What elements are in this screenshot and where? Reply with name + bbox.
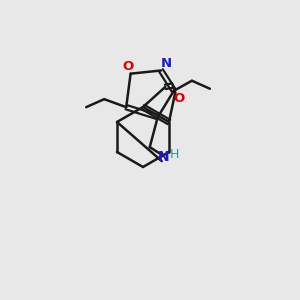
- Text: H: H: [170, 148, 179, 160]
- Text: O: O: [122, 60, 133, 73]
- Text: N: N: [158, 150, 170, 164]
- Text: N: N: [160, 57, 172, 70]
- Text: O: O: [174, 92, 185, 105]
